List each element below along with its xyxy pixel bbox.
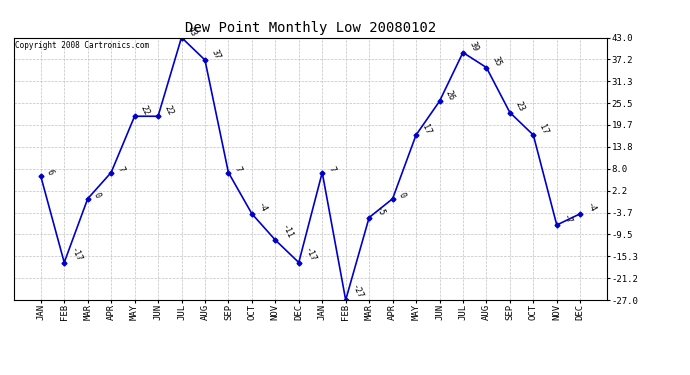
Text: 26: 26: [444, 89, 456, 102]
Text: 7: 7: [326, 165, 337, 173]
Text: 23: 23: [514, 100, 526, 113]
Text: 39: 39: [467, 40, 480, 53]
Text: 6: 6: [45, 168, 55, 177]
Text: 35: 35: [491, 55, 503, 68]
Text: Copyright 2008 Cartronics.com: Copyright 2008 Cartronics.com: [15, 42, 149, 51]
Text: 7: 7: [115, 165, 126, 173]
Text: 7: 7: [233, 165, 243, 173]
Text: -4: -4: [584, 201, 597, 214]
Text: 17: 17: [420, 123, 433, 136]
Text: 17: 17: [538, 123, 550, 136]
Text: -17: -17: [68, 246, 83, 263]
Title: Dew Point Monthly Low 20080102: Dew Point Monthly Low 20080102: [185, 21, 436, 35]
Text: -11: -11: [279, 223, 294, 241]
Text: -7: -7: [561, 213, 573, 226]
Text: 43: 43: [186, 25, 198, 38]
Text: 22: 22: [162, 104, 175, 117]
Text: 37: 37: [209, 48, 221, 61]
Text: -5: -5: [373, 205, 386, 218]
Text: -4: -4: [256, 201, 268, 214]
Text: -27: -27: [350, 283, 364, 301]
Text: 0: 0: [92, 191, 102, 200]
Text: -17: -17: [303, 246, 317, 263]
Text: 0: 0: [397, 191, 407, 200]
Text: 22: 22: [139, 104, 151, 117]
